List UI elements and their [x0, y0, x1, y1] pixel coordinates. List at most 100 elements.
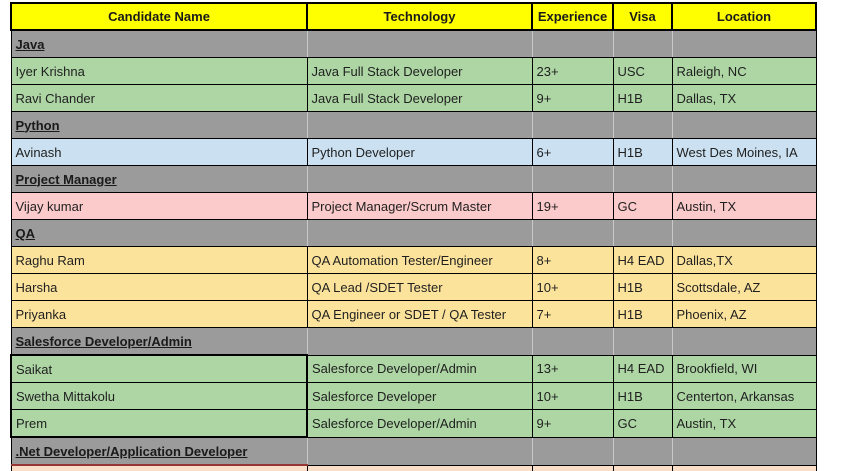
cell-experience[interactable]: 19+ — [531, 192, 614, 220]
column-header-candidate-name[interactable]: Candidate Name — [10, 2, 308, 31]
cell-visa[interactable]: H1B — [612, 84, 673, 112]
section-empty-cell[interactable] — [531, 165, 614, 193]
cell-experience[interactable]: 8+ — [531, 246, 614, 274]
cell-name[interactable]: Prem — [10, 409, 308, 438]
cell-name[interactable]: Priyanka — [10, 300, 308, 328]
cell-visa[interactable]: H1B — [612, 138, 673, 166]
cell-visa[interactable]: H4 EAD — [612, 246, 673, 274]
section-empty-cell[interactable] — [671, 436, 817, 466]
cell-experience[interactable]: 9+ — [531, 84, 614, 112]
cell-technology[interactable]: Java Full Stack Developer — [306, 84, 533, 112]
candidate-row: Priyanka QA Engineer or SDET / QA Tester 7… — [10, 300, 817, 328]
section-label: Project Manager — [15, 171, 117, 187]
cell-location[interactable]: Austin, TX — [671, 409, 817, 438]
section-empty-cell[interactable] — [306, 29, 533, 58]
cell-technology[interactable]: Project Manager/Scrum Master — [306, 192, 533, 220]
cell-technology[interactable]: QA Lead /SDET Tester — [306, 273, 533, 301]
cell-location[interactable]: West Des Moines, IA — [671, 138, 817, 166]
section-empty-cell[interactable] — [612, 29, 673, 58]
cell-experience[interactable]: 23+ — [531, 57, 614, 85]
column-header-experience[interactable]: Experience — [531, 2, 614, 31]
cell-visa[interactable]: H1B — [612, 382, 673, 410]
cell-visa[interactable]: USC — [612, 57, 673, 85]
section-title-cell[interactable]: Java — [10, 29, 308, 58]
cell-technology[interactable]: QA Automation Tester/Engineer — [306, 246, 533, 274]
cell-name[interactable]: Swetha Mittakolu — [10, 382, 308, 410]
column-header-visa[interactable]: Visa — [612, 2, 673, 31]
cell-name[interactable]: Harsha — [10, 273, 308, 301]
section-empty-cell[interactable] — [306, 327, 533, 356]
section-empty-cell[interactable] — [671, 29, 817, 58]
section-title-cell[interactable]: Salesforce Developer/Admin — [10, 327, 308, 356]
cell-visa[interactable]: H1B — [612, 300, 673, 328]
section-empty-cell[interactable] — [612, 436, 673, 466]
cell-technology[interactable]: Java Full Stack Developer — [306, 57, 533, 85]
cell-experience[interactable]: 13+ — [531, 354, 614, 383]
cell-experience[interactable]: 6+ — [531, 138, 614, 166]
section-title-cell[interactable]: .Net Developer/Application Developer — [10, 436, 308, 466]
section-row: .Net Developer/Application Developer — [10, 436, 817, 466]
cell-location[interactable]: Centerton, Arkansas — [671, 382, 817, 410]
section-empty-cell[interactable] — [531, 29, 614, 58]
section-empty-cell[interactable] — [531, 436, 614, 466]
partial-cell[interactable] — [671, 464, 817, 471]
section-empty-cell[interactable] — [671, 111, 817, 139]
section-empty-cell[interactable] — [671, 165, 817, 193]
section-empty-cell[interactable] — [612, 219, 673, 247]
column-header-location[interactable]: Location — [671, 2, 817, 31]
section-empty-cell[interactable] — [306, 111, 533, 139]
section-empty-cell[interactable] — [612, 111, 673, 139]
cell-location[interactable]: Austin, TX — [671, 192, 817, 220]
section-row: QA — [10, 219, 817, 247]
cell-name[interactable]: Raghu Ram — [10, 246, 308, 274]
section-row: Python — [10, 111, 817, 139]
partial-cell[interactable] — [531, 464, 614, 471]
cell-experience[interactable]: 10+ — [531, 382, 614, 410]
section-empty-cell[interactable] — [306, 436, 533, 466]
cell-location[interactable]: Raleigh, NC — [671, 57, 817, 85]
candidate-row: Vijay kumar Project Manager/Scrum Master 1… — [10, 192, 817, 220]
cell-visa[interactable]: GC — [612, 409, 673, 438]
section-empty-cell[interactable] — [671, 219, 817, 247]
cell-name[interactable]: Iyer Krishna — [10, 57, 308, 85]
section-row: Salesforce Developer/Admin — [10, 327, 817, 356]
section-empty-cell[interactable] — [671, 327, 817, 356]
cell-visa[interactable]: H4 EAD — [612, 354, 673, 383]
section-title-cell[interactable]: Python — [10, 111, 308, 139]
partial-cell[interactable] — [306, 464, 533, 471]
cell-technology[interactable]: Salesforce Developer/Admin — [306, 354, 533, 383]
section-empty-cell[interactable] — [531, 111, 614, 139]
cell-technology[interactable]: Python Developer — [306, 138, 533, 166]
cell-visa[interactable]: GC — [612, 192, 673, 220]
cell-location[interactable]: Dallas,TX — [671, 246, 817, 274]
section-title-cell[interactable]: QA — [10, 219, 308, 247]
cell-technology[interactable]: Salesforce Developer/Admin — [306, 409, 533, 438]
candidate-row: Prem Salesforce Developer/Admin 9+ GC Austin… — [10, 409, 817, 438]
cell-location[interactable]: Brookfield, WI — [671, 354, 817, 383]
section-empty-cell[interactable] — [612, 165, 673, 193]
section-empty-cell[interactable] — [531, 327, 614, 356]
cell-name[interactable]: Saikat — [10, 354, 308, 383]
partial-cell[interactable] — [612, 464, 673, 471]
partial-cell[interactable] — [10, 464, 308, 471]
section-empty-cell[interactable] — [306, 165, 533, 193]
section-empty-cell[interactable] — [306, 219, 533, 247]
section-empty-cell[interactable] — [531, 219, 614, 247]
column-header-technology[interactable]: Technology — [306, 2, 533, 31]
cell-technology[interactable]: Salesforce Developer — [306, 382, 533, 410]
cell-experience[interactable]: 9+ — [531, 409, 614, 438]
candidates-table: Candidate Name Technology Experience Vis… — [10, 2, 817, 471]
cell-experience[interactable]: 7+ — [531, 300, 614, 328]
cell-name[interactable]: Ravi Chander — [10, 84, 308, 112]
cell-location[interactable]: Phoenix, AZ — [671, 300, 817, 328]
cell-experience[interactable]: 10+ — [531, 273, 614, 301]
section-empty-cell[interactable] — [612, 327, 673, 356]
cell-location[interactable]: Scottsdale, AZ — [671, 273, 817, 301]
cell-name[interactable]: Avinash — [10, 138, 308, 166]
cell-technology[interactable]: QA Engineer or SDET / QA Tester — [306, 300, 533, 328]
cell-visa[interactable]: H1B — [612, 273, 673, 301]
section-title-cell[interactable]: Project Manager — [10, 165, 308, 193]
cell-name[interactable]: Vijay kumar — [10, 192, 308, 220]
cell-location[interactable]: Dallas, TX — [671, 84, 817, 112]
candidate-row: Avinash Python Developer 6+ H1B West Des Moi… — [10, 138, 817, 166]
